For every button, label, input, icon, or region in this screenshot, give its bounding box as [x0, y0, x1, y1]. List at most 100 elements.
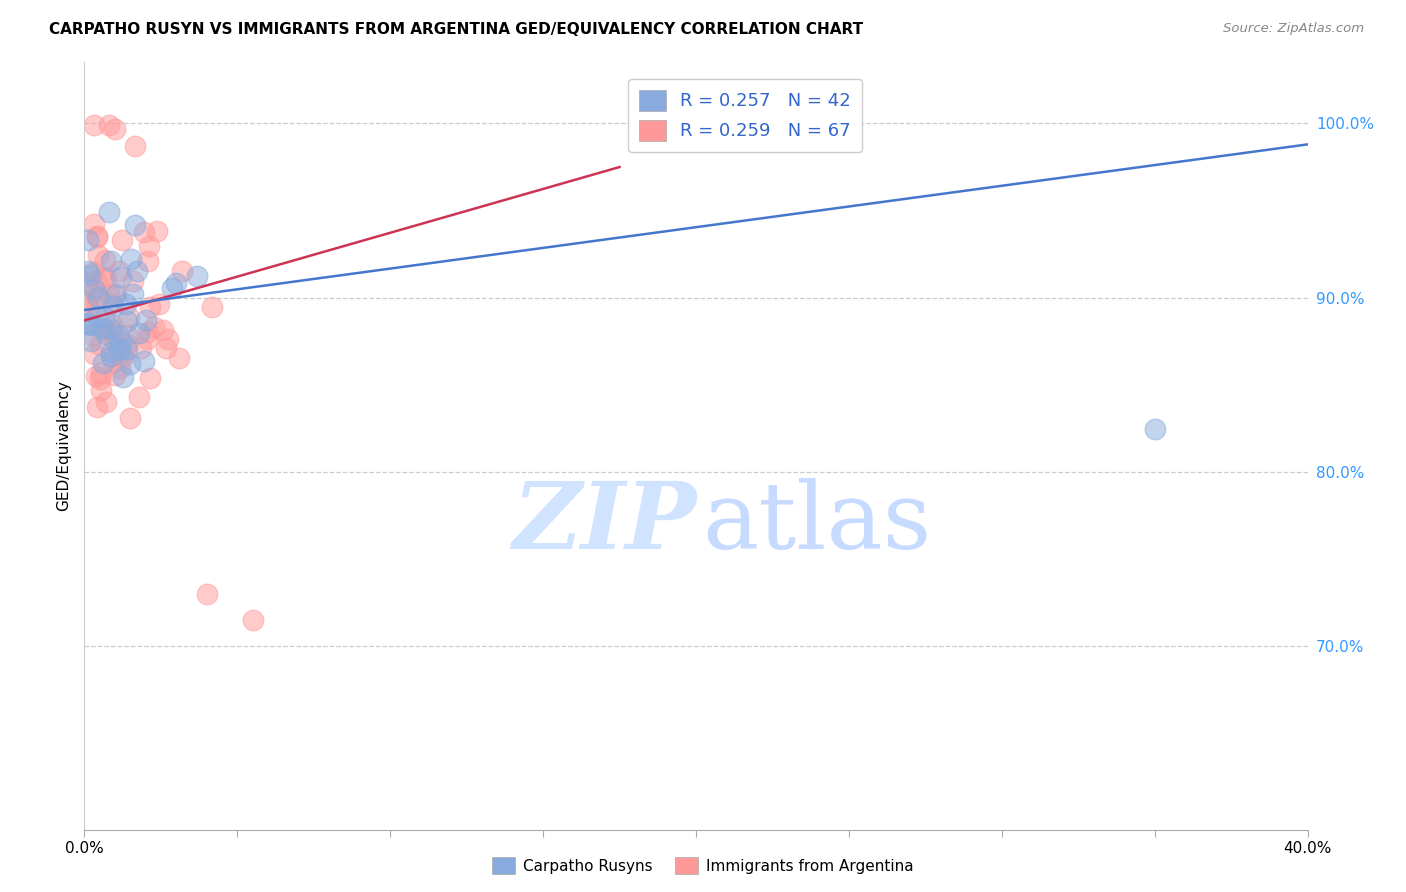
Point	[186, 268, 208, 283]
Point	[101, 299, 124, 313]
Point	[101, 318, 124, 333]
Point	[104, 286, 127, 301]
Point	[79, 268, 101, 282]
Point	[136, 325, 159, 339]
Point	[139, 300, 162, 314]
Point	[165, 277, 187, 291]
Point	[122, 287, 145, 301]
Point	[152, 323, 174, 337]
Point	[82, 265, 104, 279]
Point	[97, 118, 120, 132]
Point	[80, 285, 103, 300]
Point	[108, 343, 131, 357]
Text: atlas: atlas	[702, 478, 931, 567]
Text: Source: ZipAtlas.com: Source: ZipAtlas.com	[1223, 22, 1364, 36]
Point	[169, 351, 191, 365]
Point	[124, 219, 146, 233]
Point	[87, 247, 110, 261]
Point	[108, 264, 131, 278]
Point	[170, 264, 193, 278]
Point	[101, 325, 124, 339]
Point	[111, 233, 134, 247]
Point	[160, 281, 183, 295]
Point	[86, 230, 108, 244]
Point	[100, 349, 122, 363]
Point	[94, 310, 117, 325]
Point	[195, 587, 218, 601]
Point	[80, 327, 103, 342]
Point	[1143, 421, 1166, 435]
Text: CARPATHO RUSYN VS IMMIGRANTS FROM ARGENTINA GED/EQUIVALENCY CORRELATION CHART: CARPATHO RUSYN VS IMMIGRANTS FROM ARGENT…	[49, 22, 863, 37]
Point	[84, 369, 107, 384]
Legend: R = 0.257   N = 42, R = 0.259   N = 67: R = 0.257 N = 42, R = 0.259 N = 67	[628, 79, 862, 152]
Point	[104, 288, 127, 302]
Point	[90, 384, 112, 398]
Point	[87, 290, 110, 304]
Point	[90, 321, 112, 335]
Point	[107, 327, 129, 342]
Point	[120, 411, 142, 425]
Point	[86, 229, 108, 244]
Point	[111, 370, 134, 384]
Point	[89, 337, 111, 351]
Point	[136, 332, 159, 346]
Y-axis label: GED/Equivalency: GED/Equivalency	[56, 381, 72, 511]
Point	[108, 360, 131, 375]
Point	[89, 372, 111, 386]
Point	[86, 400, 108, 414]
Point	[148, 297, 170, 311]
Point	[124, 139, 146, 153]
Point	[100, 297, 122, 311]
Point	[112, 350, 135, 364]
Point	[76, 317, 98, 331]
Point	[135, 313, 157, 327]
Point	[111, 350, 134, 364]
Point	[96, 323, 118, 337]
Point	[134, 354, 156, 368]
Point	[83, 217, 105, 231]
Point	[98, 320, 121, 334]
Point	[128, 326, 150, 340]
Point	[100, 345, 122, 359]
Point	[76, 264, 98, 278]
Point	[155, 341, 177, 355]
Point	[90, 367, 112, 381]
Point	[76, 316, 98, 330]
Point	[108, 342, 131, 356]
Point	[146, 224, 169, 238]
Point	[110, 335, 132, 350]
Point	[114, 297, 136, 311]
Legend: Carpatho Rusyns, Immigrants from Argentina: Carpatho Rusyns, Immigrants from Argenti…	[486, 851, 920, 880]
Point	[86, 309, 108, 323]
Point	[79, 301, 101, 316]
Point	[76, 234, 98, 248]
Point	[136, 253, 159, 268]
Point	[115, 337, 138, 351]
Point	[139, 370, 162, 384]
Point	[76, 276, 98, 290]
Point	[94, 326, 117, 341]
Point	[93, 253, 115, 268]
Point	[86, 274, 108, 288]
Point	[103, 334, 125, 348]
Point	[80, 334, 103, 348]
Point	[118, 310, 141, 324]
Point	[110, 270, 132, 285]
Point	[83, 347, 105, 361]
Point	[104, 121, 127, 136]
Point	[91, 356, 114, 370]
Point	[120, 357, 142, 371]
Point	[122, 274, 145, 288]
Point	[97, 205, 120, 219]
Point	[87, 291, 110, 305]
Point	[94, 394, 117, 409]
Point	[76, 293, 98, 308]
Point	[76, 297, 98, 311]
Point	[125, 264, 148, 278]
Point	[82, 318, 104, 332]
Text: ZIP: ZIP	[512, 478, 696, 567]
Point	[115, 314, 138, 328]
Point	[97, 286, 120, 301]
Point	[156, 333, 179, 347]
Point	[132, 225, 155, 239]
